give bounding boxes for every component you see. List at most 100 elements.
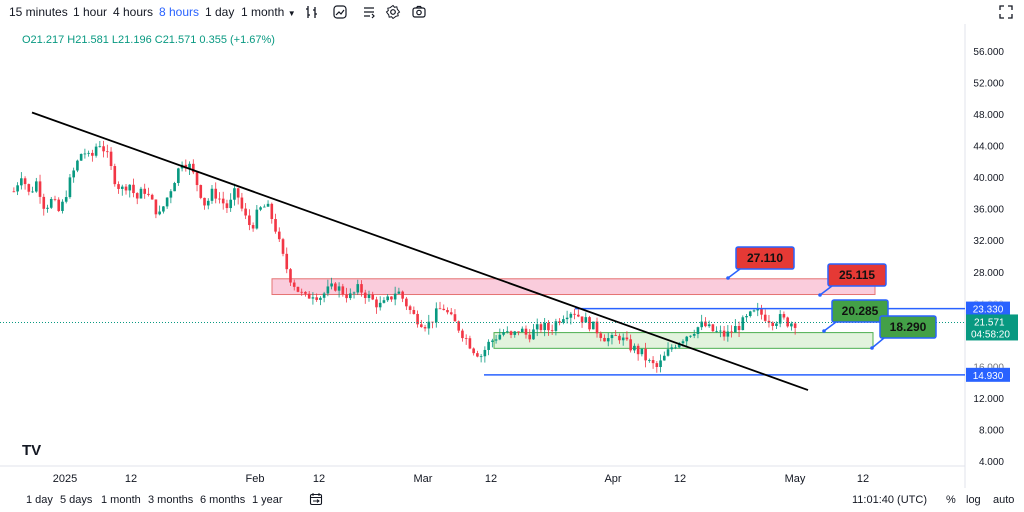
candle-body [229,199,232,209]
candle-body [666,349,670,356]
candle-body [775,323,778,326]
candle-body [610,334,614,339]
candle-body [12,191,16,193]
candle-body [135,193,139,199]
candle-body [57,199,61,211]
candle-body [266,203,270,207]
candle-body [569,313,573,318]
candle-body [315,297,318,300]
candle-body [606,338,610,342]
candle-body [756,308,760,311]
ohlc-close: C21.571 [154,34,197,46]
compare-icon[interactable] [361,4,377,20]
candle-body [741,317,745,331]
candle-body [453,314,457,322]
candle-body [367,294,371,299]
y-tick-label: 4.000 [979,457,1004,468]
range-3m[interactable]: 3 months [148,494,194,506]
candle-body [513,331,517,335]
range-1m[interactable]: 1 month [101,494,141,506]
candle-body [203,197,206,206]
candle-body [199,185,203,198]
ohlc-legend: O21.217 H21.581 L21.196 C21.571 0.355 (+… [22,34,275,46]
ohlc-open: O21.217 [22,34,65,46]
candle-body [233,188,236,200]
candle-body [281,239,285,254]
candle-body [390,296,393,300]
candle-body [91,152,94,156]
range-1d[interactable]: 1 day [26,494,53,506]
trend-line [31,111,809,391]
callout-text: 18.290 [890,320,927,334]
indicators-icon[interactable] [332,4,348,20]
candle-body [378,302,382,308]
candle-body [509,331,513,335]
callout-leader [871,337,885,349]
log-toggle[interactable]: log [966,494,981,506]
candle-body [371,294,375,300]
timeframe-1d[interactable]: 1 day [205,5,235,19]
level-price-text: 14.930 [973,371,1004,382]
timeframe-1month-label: 1 month [241,5,285,19]
price-chart[interactable]: 27.110 25.115 20.285 18.290 56.000 52.000 48.… [0,0,1024,488]
candle-body [326,286,330,294]
candle-body [491,340,494,342]
callout-text: 25.115 [839,268,875,282]
candle-body [562,319,565,323]
range-1y[interactable]: 1 year [252,494,283,506]
ohlc-low: L21.196 [111,34,152,46]
candle-body [603,337,606,342]
candle-body [726,331,730,337]
x-tick-label: 12 [125,473,137,485]
callout-box [831,299,889,323]
date-range-icon[interactable] [309,492,323,506]
candle-body [692,333,696,336]
auto-toggle[interactable]: auto [993,494,1015,506]
price-axis[interactable]: 56.000 52.000 48.000 44.000 40.000 36.000 32.0… [966,47,1018,468]
candle-body [285,253,289,270]
callout-labels: 27.110 25.115 20.285 18.290 [726,246,937,350]
candle-body [158,211,161,215]
snapshot-icon[interactable] [411,4,427,20]
callout-anchor [822,329,826,333]
candle-body [94,146,98,156]
x-tick-label: 12 [313,473,325,485]
bar-style-icon[interactable] [304,4,320,20]
x-tick-label: Mar [414,473,433,485]
candle-body [423,327,427,329]
timeframe-1month[interactable]: 1 month ▼ [241,5,296,19]
range-5d[interactable]: 5 days [60,494,93,506]
y-tick-label: 32.000 [973,236,1004,247]
candle-body [20,178,23,186]
candle-body [360,284,363,293]
candle-body [102,146,105,152]
candle-body [468,338,472,349]
candle-body [348,293,352,299]
fullscreen-icon[interactable] [998,4,1014,20]
candle-body [416,313,419,325]
clock-time[interactable]: 11:01:40 (UTC) [852,494,927,506]
candle-body [793,323,797,328]
range-6m[interactable]: 6 months [200,494,246,506]
timeframe-1h[interactable]: 1 hour [73,5,108,19]
candle-body [255,209,259,229]
timeframe-8h[interactable]: 8 hours [159,5,200,19]
percent-toggle[interactable]: % [946,494,956,506]
candle-body [132,184,135,194]
tradingview-logo[interactable]: TV [22,442,41,459]
candle-body [113,166,117,185]
candle-body [165,197,169,207]
candle-body [737,325,741,331]
candle-body [524,328,528,335]
candle-body [46,207,49,209]
settings-icon[interactable] [385,4,401,20]
time-axis[interactable]: 2025 12 Feb 12 Mar 12 Apr 12 May 12 [53,473,869,485]
drawn-lines [0,111,965,391]
candle-body [49,198,53,208]
timeframe-4h[interactable]: 4 hours [113,5,154,19]
candle-body [319,297,322,300]
candle-body [636,345,640,355]
candle-body [438,308,442,310]
candle-body [307,293,311,299]
timeframe-15m[interactable]: 15 minutes [9,5,68,19]
